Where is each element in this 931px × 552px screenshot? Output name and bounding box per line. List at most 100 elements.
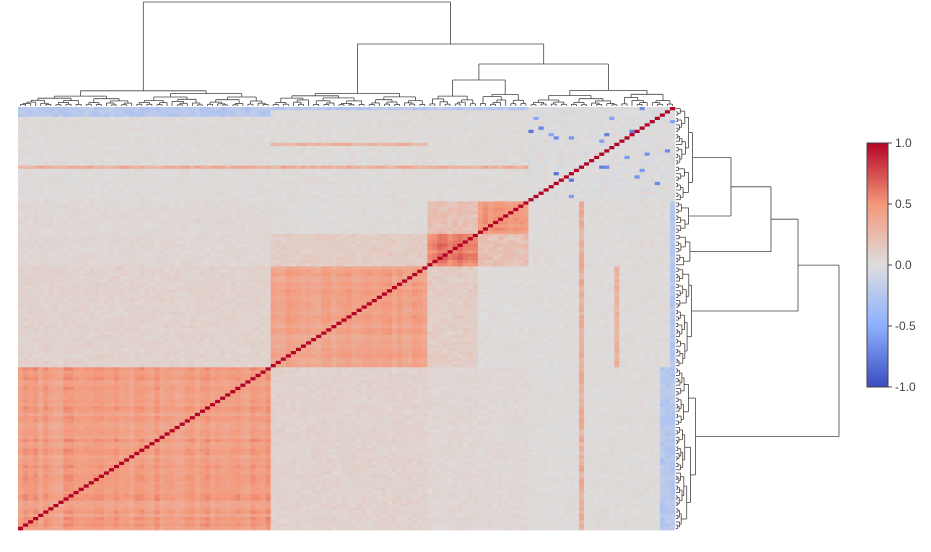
heatmap-cell[interactable] — [79, 107, 84, 111]
heatmap-cell[interactable] — [407, 162, 412, 166]
heatmap-cell[interactable] — [74, 198, 79, 202]
heatmap-cell[interactable] — [109, 172, 114, 176]
heatmap-cell[interactable] — [326, 182, 331, 186]
heatmap-cell[interactable] — [311, 208, 316, 212]
heatmap-cell[interactable] — [316, 172, 321, 176]
heatmap-cell[interactable] — [154, 195, 159, 199]
heatmap-cell[interactable] — [175, 205, 180, 209]
heatmap-cell[interactable] — [195, 114, 200, 118]
heatmap-cell[interactable] — [443, 166, 448, 170]
heatmap-cell[interactable] — [185, 175, 190, 179]
heatmap-cell[interactable] — [200, 159, 205, 163]
heatmap-cell[interactable] — [468, 133, 473, 137]
heatmap-cell[interactable] — [245, 130, 250, 134]
heatmap-cell[interactable] — [619, 107, 624, 111]
heatmap-cell[interactable] — [468, 117, 473, 121]
heatmap-cell[interactable] — [402, 205, 407, 209]
heatmap-cell[interactable] — [58, 195, 63, 199]
heatmap-cell[interactable] — [417, 172, 422, 176]
heatmap-cell[interactable] — [225, 153, 230, 157]
heatmap-cell[interactable] — [210, 201, 215, 205]
heatmap-cell[interactable] — [129, 107, 134, 111]
heatmap-cell[interactable] — [276, 169, 281, 173]
heatmap-cell[interactable] — [99, 149, 104, 153]
heatmap-cell[interactable] — [539, 208, 544, 212]
heatmap-cell[interactable] — [200, 136, 205, 140]
heatmap-cell[interactable] — [503, 192, 508, 196]
heatmap-cell[interactable] — [104, 205, 109, 209]
heatmap-cell[interactable] — [256, 162, 261, 166]
heatmap-cell[interactable] — [185, 169, 190, 173]
heatmap-cell[interactable] — [129, 159, 134, 163]
heatmap-cell[interactable] — [468, 130, 473, 134]
heatmap-cell[interactable] — [281, 117, 286, 121]
heatmap-cell[interactable] — [549, 185, 554, 189]
heatmap-cell[interactable] — [149, 188, 154, 192]
heatmap-cell[interactable] — [331, 166, 336, 170]
heatmap-cell[interactable] — [149, 146, 154, 150]
heatmap-cell[interactable] — [473, 114, 478, 118]
heatmap-cell[interactable] — [225, 182, 230, 186]
heatmap-cell[interactable] — [266, 153, 271, 157]
heatmap-cell[interactable] — [569, 159, 574, 163]
heatmap-cell[interactable] — [331, 208, 336, 212]
heatmap-cell[interactable] — [23, 114, 28, 118]
heatmap-cell[interactable] — [301, 179, 306, 183]
heatmap-grid[interactable] — [18, 107, 675, 530]
heatmap-cell[interactable] — [372, 201, 377, 205]
heatmap-cell[interactable] — [281, 195, 286, 199]
heatmap-cell[interactable] — [382, 185, 387, 189]
heatmap-cell[interactable] — [170, 166, 175, 170]
heatmap-cell[interactable] — [129, 201, 134, 205]
heatmap-cell[interactable] — [79, 133, 84, 137]
heatmap-cell[interactable] — [448, 146, 453, 150]
heatmap-cell[interactable] — [256, 198, 261, 202]
heatmap-cell[interactable] — [372, 162, 377, 166]
heatmap-cell[interactable] — [331, 162, 336, 166]
heatmap-cell[interactable] — [58, 211, 63, 215]
heatmap-cell[interactable] — [392, 143, 397, 147]
heatmap-cell[interactable] — [503, 159, 508, 163]
heatmap-cell[interactable] — [341, 195, 346, 199]
heatmap-cell[interactable] — [154, 140, 159, 144]
heatmap-cell[interactable] — [493, 110, 498, 114]
heatmap-cell[interactable] — [220, 133, 225, 137]
heatmap-cell[interactable] — [79, 156, 84, 160]
heatmap-cell[interactable] — [660, 123, 665, 127]
heatmap-cell[interactable] — [422, 140, 427, 144]
heatmap-cell[interactable] — [448, 153, 453, 157]
heatmap-cell[interactable] — [74, 185, 79, 189]
heatmap-cell[interactable] — [574, 143, 579, 147]
heatmap-cell[interactable] — [235, 182, 240, 186]
heatmap-cell[interactable] — [63, 127, 68, 131]
heatmap-cell[interactable] — [377, 117, 382, 121]
heatmap-cell[interactable] — [362, 127, 367, 131]
heatmap-cell[interactable] — [124, 185, 129, 189]
heatmap-cell[interactable] — [432, 110, 437, 114]
heatmap-cell[interactable] — [589, 120, 594, 124]
heatmap-cell[interactable] — [321, 143, 326, 147]
heatmap-cell[interactable] — [569, 114, 574, 118]
heatmap-cell[interactable] — [352, 185, 357, 189]
heatmap-cell[interactable] — [579, 169, 584, 173]
heatmap-cell[interactable] — [306, 201, 311, 205]
heatmap-cell[interactable] — [473, 192, 478, 196]
heatmap-cell[interactable] — [508, 140, 513, 144]
heatmap-cell[interactable] — [230, 172, 235, 176]
heatmap-cell[interactable] — [453, 192, 458, 196]
heatmap-cell[interactable] — [468, 166, 473, 170]
heatmap-cell[interactable] — [427, 146, 432, 150]
heatmap-cell[interactable] — [635, 172, 640, 176]
heatmap-cell[interactable] — [609, 182, 614, 186]
heatmap-cell[interactable] — [347, 140, 352, 144]
heatmap-cell[interactable] — [165, 208, 170, 212]
heatmap-cell[interactable] — [549, 172, 554, 176]
heatmap-cell[interactable] — [190, 201, 195, 205]
heatmap-cell[interactable] — [624, 130, 629, 134]
heatmap-cell[interactable] — [432, 192, 437, 196]
heatmap-cell[interactable] — [665, 192, 670, 196]
heatmap-cell[interactable] — [266, 208, 271, 212]
heatmap-cell[interactable] — [326, 188, 331, 192]
heatmap-cell[interactable] — [619, 149, 624, 153]
heatmap-cell[interactable] — [589, 130, 594, 134]
